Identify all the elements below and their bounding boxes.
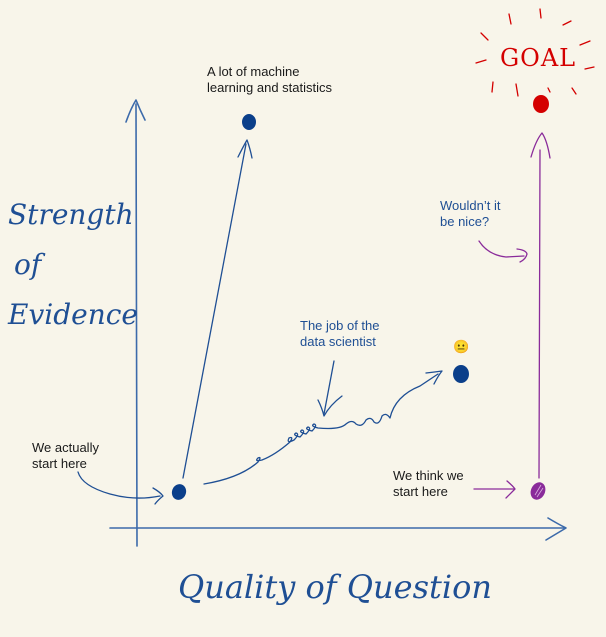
label-line: We actually bbox=[32, 440, 99, 455]
data-scientist-dot bbox=[453, 365, 469, 383]
ml-stats-label: A lot of machine learning and statistics bbox=[207, 64, 332, 96]
goal-rays bbox=[475, 8, 595, 97]
think-start-arrowhead bbox=[505, 480, 516, 499]
goal-dot bbox=[533, 95, 549, 113]
data-scientist-label: The job of the data scientist bbox=[300, 318, 380, 350]
label-line: A lot of machine bbox=[207, 64, 300, 79]
y-axis-label-line: of bbox=[14, 248, 42, 281]
label-line: We think we bbox=[393, 468, 464, 483]
y-axis-label-line: Strength bbox=[8, 198, 134, 231]
actually-start-arrowhead bbox=[152, 487, 164, 505]
label-line: learning and statistics bbox=[207, 80, 333, 95]
think-start-label: We think we start here bbox=[393, 468, 464, 500]
data-scientist-squiggle bbox=[203, 373, 439, 485]
actually-start-label: We actually start here bbox=[32, 440, 99, 472]
y-axis-label: Strength of Evidence bbox=[8, 190, 138, 340]
purple-arrowhead bbox=[530, 132, 551, 159]
ml-stats-arrow bbox=[182, 143, 247, 479]
label-line: Wouldn’t it bbox=[440, 198, 501, 213]
start-dot-actual bbox=[171, 484, 187, 500]
data-scientist-pointer bbox=[323, 360, 335, 415]
label-line: be nice? bbox=[440, 214, 490, 229]
ml-stats-arrowhead bbox=[237, 139, 253, 159]
ml-stats-dot bbox=[242, 114, 256, 130]
actually-start-arrow bbox=[77, 471, 161, 499]
wouldnt-it-label: Wouldn’t it be nice? bbox=[440, 198, 500, 230]
goal-label: GOAL bbox=[500, 44, 577, 72]
wouldnt-it-arrowhead bbox=[516, 248, 528, 263]
start-dot-perceived bbox=[530, 482, 546, 500]
x-axis-arrowhead bbox=[545, 517, 567, 541]
data-scientist-pointer-head bbox=[317, 395, 343, 417]
label-line: The job of the bbox=[300, 318, 380, 333]
purple-arrow bbox=[538, 149, 541, 479]
neutral-face-emoji-icon: 😐 bbox=[453, 339, 470, 354]
y-axis-arrowhead bbox=[125, 99, 146, 123]
label-line: start here bbox=[393, 484, 448, 499]
label-line: data scientist bbox=[300, 334, 376, 349]
y-axis bbox=[135, 103, 138, 547]
purple-dot-hatch bbox=[534, 484, 544, 498]
wouldnt-it-arrow bbox=[478, 240, 525, 258]
label-line: start here bbox=[32, 456, 87, 471]
x-axis-label: Quality of Question bbox=[178, 568, 492, 606]
y-axis-label-line: Evidence bbox=[8, 298, 138, 331]
squiggle-arrowhead bbox=[425, 370, 443, 385]
